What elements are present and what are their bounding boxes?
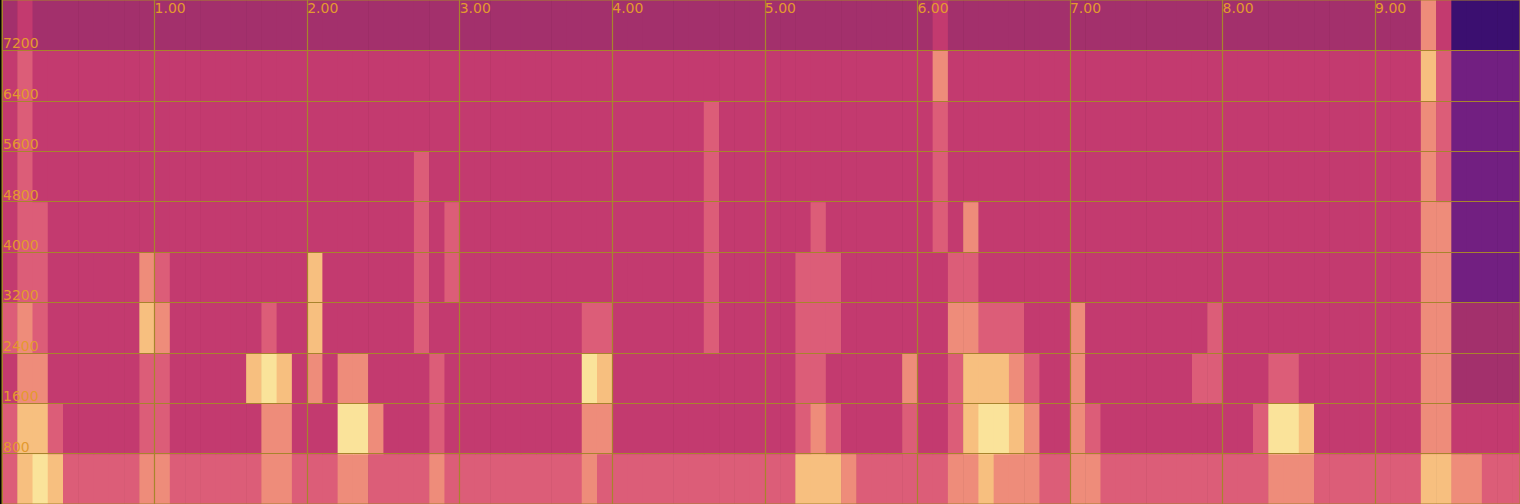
svg-text:5.00: 5.00 [765,0,796,16]
svg-text:7200: 7200 [3,35,39,51]
svg-text:800: 800 [3,439,30,455]
svg-text:2400: 2400 [3,338,39,354]
svg-text:8.00: 8.00 [1223,0,1254,16]
svg-text:6.00: 6.00 [917,0,948,16]
svg-text:4000: 4000 [3,237,39,253]
svg-text:6400: 6400 [3,86,39,102]
svg-text:7.00: 7.00 [1070,0,1101,16]
svg-text:4.00: 4.00 [612,0,643,16]
svg-text:2.00: 2.00 [307,0,338,16]
svg-text:1.00: 1.00 [155,0,186,16]
svg-text:3.00: 3.00 [460,0,491,16]
svg-text:4800: 4800 [3,187,39,203]
svg-text:5600: 5600 [3,136,39,152]
svg-text:1600: 1600 [3,388,39,404]
svg-text:3200: 3200 [3,287,39,303]
svg-text:9.00: 9.00 [1375,0,1406,16]
